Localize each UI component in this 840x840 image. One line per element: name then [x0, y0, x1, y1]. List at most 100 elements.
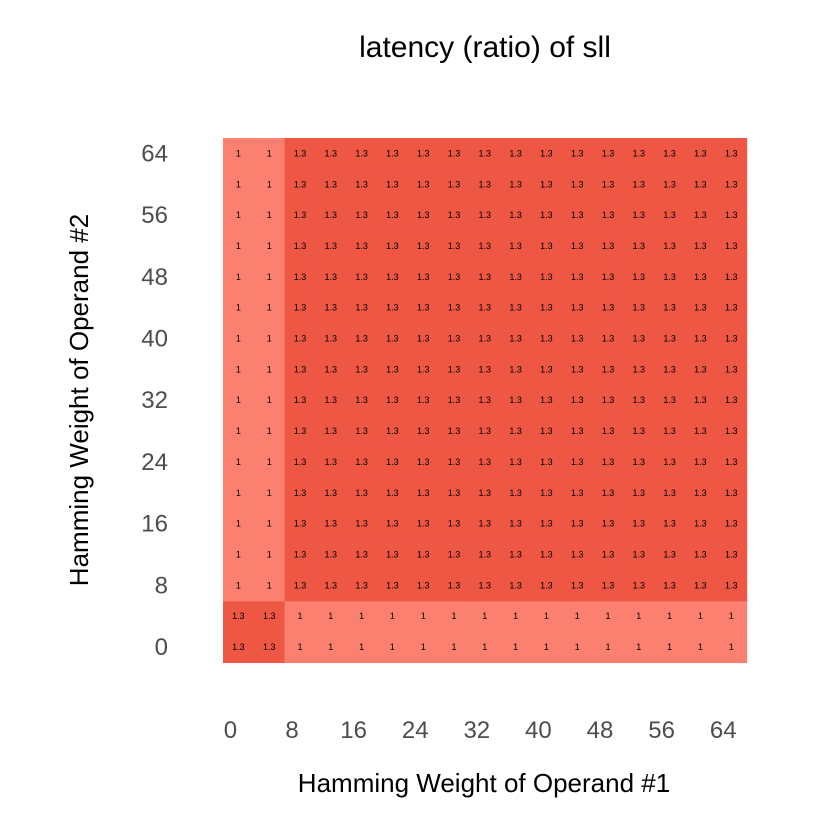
heatmap-cell-label: 1.3: [232, 611, 245, 621]
heatmap-cell-label: 1.3: [417, 272, 430, 282]
heatmap-cell-label: 1.3: [725, 241, 738, 251]
heatmap-cell: [315, 323, 347, 355]
heatmap-cell: [469, 292, 501, 324]
heatmap-cell: [377, 446, 409, 478]
heatmap-cell: [623, 508, 655, 540]
heatmap-cell: [223, 230, 255, 262]
heatmap-cell-label: 1.3: [263, 642, 276, 652]
heatmap-cell: [715, 446, 748, 478]
heatmap-cell-label: 1: [421, 611, 426, 621]
heatmap-cell: [346, 199, 378, 232]
heatmap-cell: [500, 353, 532, 386]
heatmap-cell-label: 1.3: [263, 611, 276, 621]
heatmap-cell: [685, 446, 717, 478]
heatmap-cell-label: 1.3: [663, 272, 676, 282]
heatmap-cell-label: 1: [267, 426, 272, 436]
heatmap-cell: [592, 539, 624, 571]
heatmap-cell-label: 1.3: [540, 395, 553, 405]
heatmap-cell-label: 1.3: [479, 179, 492, 189]
heatmap-cell-label: 1: [236, 580, 241, 590]
heatmap-cell-label: 1.3: [325, 210, 338, 220]
heatmap-cell-label: 1.3: [725, 426, 738, 436]
heatmap-cell: [561, 477, 594, 509]
heatmap-cell-label: 1.3: [602, 519, 615, 529]
heatmap-cell-label: 1.3: [448, 549, 461, 559]
heatmap-cell: [469, 508, 501, 540]
heatmap-cell: [407, 292, 440, 324]
heatmap-cell-label: 1.3: [294, 148, 307, 158]
heatmap-cell: [469, 600, 501, 633]
heatmap-cell: [284, 477, 316, 509]
heatmap-cell: [531, 446, 563, 478]
heatmap-cell: [561, 199, 594, 232]
heatmap-cell: [715, 569, 748, 602]
heatmap-cell-label: 1.3: [725, 580, 738, 590]
heatmap-cell-label: 1.3: [479, 364, 492, 374]
heatmap-cell-label: 1: [267, 148, 272, 158]
heatmap-cell: [623, 600, 655, 633]
heatmap-cell-label: 1: [267, 241, 272, 251]
heatmap-cell: [685, 261, 717, 293]
heatmap-cell-label: 1.3: [571, 519, 584, 529]
heatmap-cell-label: 1.3: [325, 580, 338, 590]
heatmap-cell-label: 1.3: [386, 580, 399, 590]
heatmap-cell-label: 1.3: [232, 642, 245, 652]
heatmap-cell-label: 1.3: [540, 334, 553, 344]
heatmap-cell-label: 1.3: [479, 303, 492, 313]
heatmap-cell-label: 1.3: [602, 334, 615, 344]
heatmap-cell: [315, 508, 347, 540]
heatmap-cell: [407, 199, 440, 232]
heatmap-cell-label: 1.3: [694, 580, 707, 590]
heatmap-cell: [561, 168, 594, 201]
heatmap-cell-label: 1.3: [602, 395, 615, 405]
heatmap-cell-label: 1.3: [725, 364, 738, 374]
heatmap-cell-label: 1.3: [448, 210, 461, 220]
heatmap-cell: [407, 631, 440, 664]
heatmap-cell: [253, 631, 286, 664]
heatmap-cell: [623, 199, 655, 232]
heatmap-cell: [315, 569, 347, 602]
heatmap-cell-label: 1.3: [294, 580, 307, 590]
heatmap-cell-label: 1.3: [479, 457, 492, 467]
heatmap-cell-label: 1.3: [663, 364, 676, 374]
heatmap-cell: [284, 353, 316, 386]
heatmap-cell: [654, 292, 686, 324]
heatmap-cell: [253, 600, 286, 633]
heatmap-cell: [500, 384, 532, 417]
heatmap-cell: [315, 600, 347, 633]
heatmap-cell: [253, 539, 286, 571]
heatmap-cell-label: 1.3: [386, 148, 399, 158]
heatmap-cell-label: 1: [605, 611, 610, 621]
heatmap-cell-label: 1.3: [602, 488, 615, 498]
heatmap-cell: [469, 384, 501, 417]
heatmap-cell: [407, 415, 440, 448]
heatmap-cell-label: 1.3: [571, 395, 584, 405]
heatmap-cell: [654, 353, 686, 386]
heatmap-cell: [253, 292, 286, 324]
y-axis-label: Hamming Weight of Operand #2: [64, 214, 94, 586]
heatmap-cell-label: 1: [267, 519, 272, 529]
heatmap-cell-label: 1.3: [509, 364, 522, 374]
heatmap-cell-label: 1.3: [540, 364, 553, 374]
heatmap-cell-label: 1.3: [479, 210, 492, 220]
y-tick-label: 0: [155, 634, 168, 661]
heatmap-cell-label: 1.3: [294, 210, 307, 220]
heatmap-cell: [284, 261, 316, 293]
heatmap-cell-label: 1.3: [663, 549, 676, 559]
heatmap-cell: [500, 600, 532, 633]
heatmap-cell-label: 1.3: [602, 364, 615, 374]
heatmap-cell-label: 1: [544, 642, 549, 652]
heatmap-cell: [685, 199, 717, 232]
heatmap-cell-label: 1.3: [448, 519, 461, 529]
heatmap-cell: [531, 631, 563, 664]
heatmap-cell: [715, 261, 748, 293]
heatmap-cell: [438, 446, 470, 478]
heatmap-cell: [377, 569, 409, 602]
heatmap-cell-label: 1: [236, 395, 241, 405]
heatmap-cell-label: 1.3: [633, 179, 646, 189]
heatmap-cell: [715, 415, 748, 448]
heatmap-cell-label: 1.3: [417, 334, 430, 344]
heatmap-cell: [223, 477, 255, 509]
heatmap-cell: [469, 261, 501, 293]
heatmap-cell-label: 1: [359, 642, 364, 652]
